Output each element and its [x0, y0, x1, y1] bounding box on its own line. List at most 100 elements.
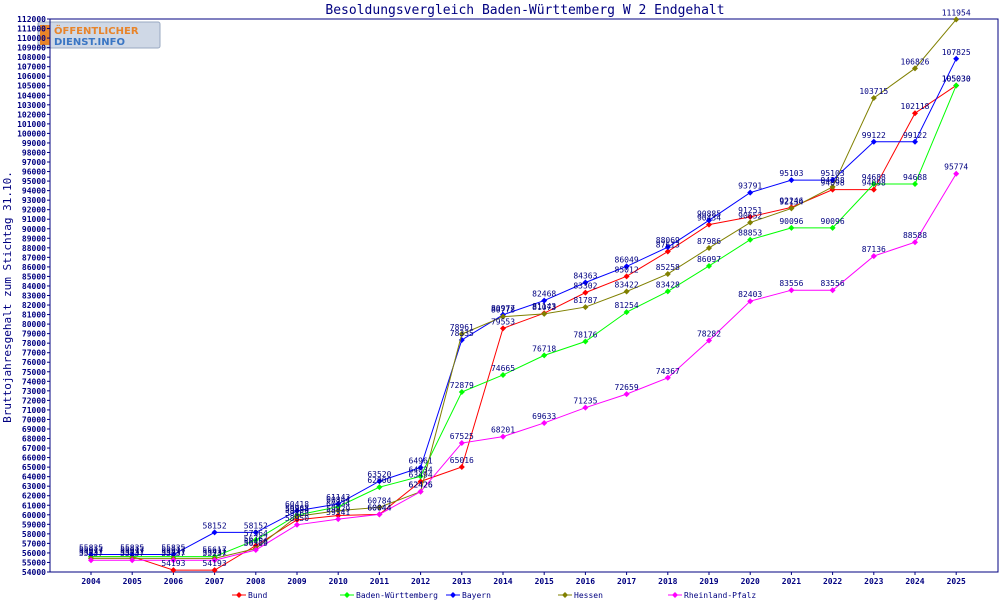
data-label: 111954: [942, 8, 971, 17]
data-label: 71235: [573, 397, 597, 406]
data-point: [376, 478, 383, 485]
data-point: [912, 181, 918, 188]
data-label: 102118: [901, 102, 930, 111]
y-tick-label: 60000: [22, 511, 46, 520]
data-label: 85258: [656, 263, 680, 272]
data-label: 95103: [779, 169, 803, 178]
y-tick-label: 84000: [22, 282, 46, 291]
data-label: 60784: [367, 496, 391, 505]
series-hessen: [88, 16, 960, 562]
data-point: [664, 270, 671, 277]
data-point: [376, 511, 383, 518]
y-tick-label: 100000: [17, 129, 46, 138]
data-label: 63520: [367, 470, 391, 479]
y-tick-label: 64000: [22, 473, 46, 482]
data-label: 59468: [285, 509, 309, 518]
legend-label: Bayern: [462, 591, 491, 600]
data-label: 69633: [532, 412, 556, 421]
y-tick-label: 101000: [17, 120, 46, 129]
data-label: 90885: [697, 209, 721, 218]
y-tick-label: 82000: [22, 301, 46, 310]
data-point: [623, 263, 630, 270]
data-point: [458, 331, 465, 338]
y-tick-label: 112000: [17, 15, 46, 24]
x-tick-label: 2018: [658, 577, 677, 586]
data-point: [953, 170, 960, 177]
data-label: 61143: [326, 493, 350, 502]
data-label: 55431: [203, 547, 227, 556]
y-tick-label: 95000: [22, 177, 46, 186]
data-point: [252, 546, 259, 553]
y-tick-label: 87000: [22, 253, 46, 262]
data-label: 56309: [244, 539, 268, 548]
data-label: 55237: [79, 549, 103, 558]
data-point: [870, 94, 877, 101]
data-point: [623, 288, 630, 295]
x-tick-label: 2023: [864, 577, 883, 586]
series-line-rheinland-pfalz: [91, 173, 957, 561]
data-point: [294, 507, 300, 514]
data-point: [747, 213, 754, 220]
data-label: 55237: [161, 549, 185, 558]
data-label: 90652: [738, 212, 762, 221]
y-tick-label: 105000: [17, 82, 46, 91]
data-label: 103715: [859, 87, 888, 96]
logo-line-2: DIENST.INFO: [54, 37, 125, 48]
y-tick-label: 83000: [22, 292, 46, 301]
series-layer: [88, 16, 960, 574]
data-point: [623, 391, 630, 398]
data-label: 81143: [532, 302, 556, 311]
series-bund: [88, 82, 960, 574]
data-label: 64961: [409, 456, 433, 465]
legend-item-rheinland-pfalz: Rheinland-Pfalz: [668, 591, 756, 600]
data-label: 55617: [79, 546, 103, 555]
legend-marker: [450, 592, 456, 598]
y-tick-label: 97000: [22, 158, 46, 167]
legend-label: Bund: [248, 591, 267, 600]
y-tick-label: 75000: [22, 368, 46, 377]
legend-marker: [236, 592, 242, 598]
data-label: 58152: [244, 521, 268, 530]
data-point: [706, 221, 712, 228]
data-label: 90096: [779, 217, 803, 226]
data-label: 60044: [367, 503, 391, 512]
legend-item-bayern: Bayern: [446, 591, 491, 600]
data-point: [417, 473, 424, 480]
y-tick-label: 107000: [17, 63, 46, 72]
data-point: [211, 567, 218, 574]
y-tick-label: 78000: [22, 339, 46, 348]
data-point: [829, 287, 836, 294]
y-tick-label: 63000: [22, 482, 46, 491]
data-label: 87986: [697, 237, 721, 246]
data-point: [417, 478, 424, 485]
data-label: 94688: [862, 173, 886, 182]
legend-label: Rheinland-Pfalz: [684, 591, 756, 600]
data-label: 88853: [738, 229, 762, 238]
data-point: [170, 567, 177, 574]
data-point: [706, 262, 712, 269]
data-point: [664, 288, 671, 295]
logo-line-1: ÖFFENTLICHER: [54, 23, 139, 37]
data-label: 86049: [615, 255, 639, 264]
y-tick-label: 79000: [22, 330, 46, 339]
y-axis-label: Bruttojahresgehalt zum Stichtag 31.10.: [1, 171, 14, 423]
x-tick-label: 2024: [905, 577, 924, 586]
x-tick-label: 2019: [699, 577, 718, 586]
x-tick-label: 2020: [741, 577, 760, 586]
y-tick-label: 65000: [22, 463, 46, 472]
data-label: 55835: [120, 544, 144, 553]
series-bayern: [88, 55, 960, 558]
data-label: 88588: [903, 231, 927, 240]
data-label: 54193: [203, 559, 227, 568]
data-label: 78335: [450, 329, 474, 338]
y-tick-label: 62000: [22, 492, 46, 501]
data-label: 60434: [326, 500, 350, 509]
data-point: [500, 313, 506, 320]
y-tick-label: 69000: [22, 425, 46, 434]
y-tick-label: 70000: [22, 415, 46, 424]
data-label: 68201: [491, 426, 515, 435]
data-point: [458, 440, 465, 447]
data-label: 83428: [656, 280, 680, 289]
site-logo: ÖFFENTLICHER DIENST.INFO: [37, 21, 161, 49]
legend: Bund Baden-Württemberg Bayern Hessen Rheinla…: [232, 591, 756, 600]
